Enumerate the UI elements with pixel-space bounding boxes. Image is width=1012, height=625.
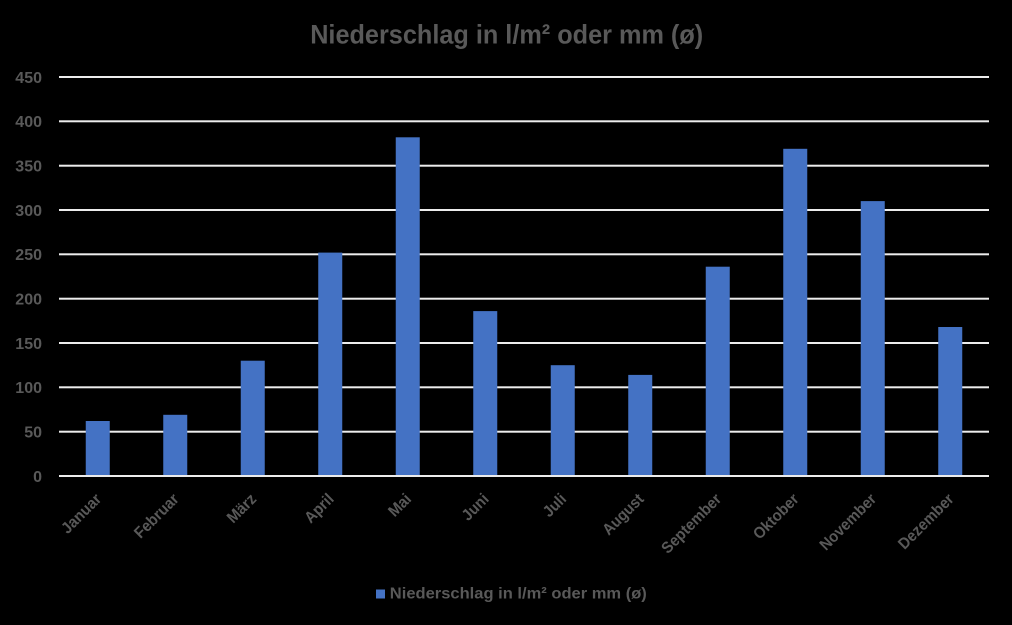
svg-text:0: 0: [33, 469, 42, 486]
svg-text:50: 50: [24, 425, 42, 442]
svg-text:100: 100: [15, 380, 42, 397]
svg-text:200: 200: [15, 292, 42, 309]
svg-text:400: 400: [15, 114, 42, 131]
svg-text:350: 350: [15, 159, 42, 176]
svg-text:150: 150: [15, 336, 42, 353]
svg-text:450: 450: [15, 70, 42, 87]
svg-text:Niederschlag in l/m² oder mm (: Niederschlag in l/m² oder mm (ø): [310, 19, 703, 49]
svg-text:250: 250: [15, 247, 42, 264]
svg-text:Niederschlag in l/m² oder mm (: Niederschlag in l/m² oder mm (ø): [390, 585, 647, 602]
svg-text:300: 300: [15, 203, 42, 220]
